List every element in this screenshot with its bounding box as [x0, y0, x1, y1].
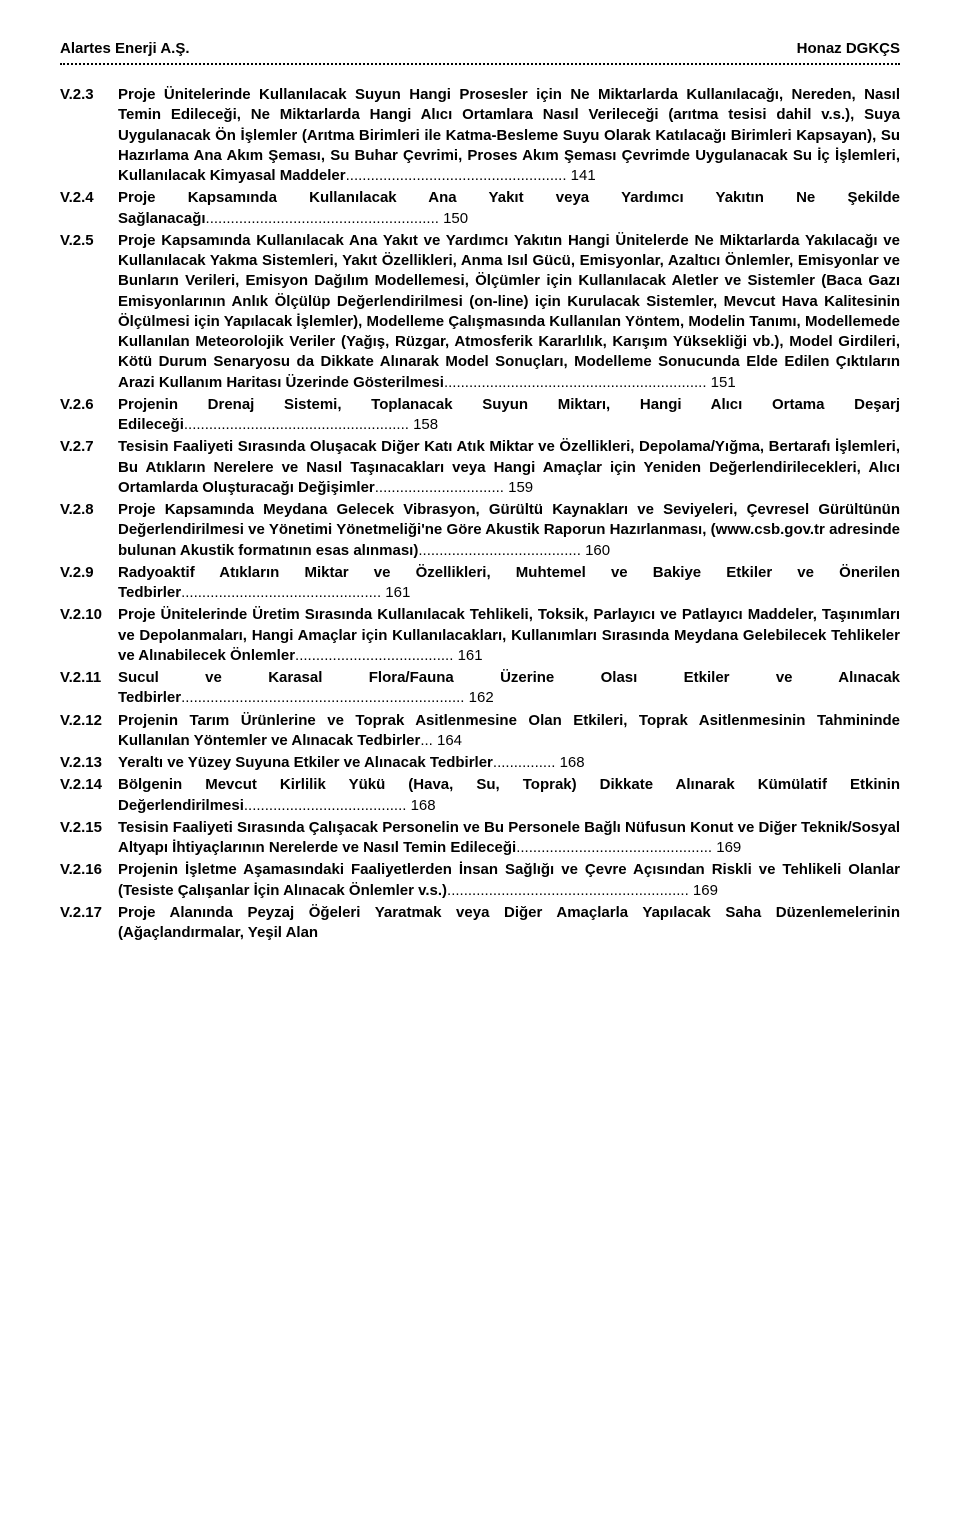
toc-entry: V.2.5Proje Kapsamında Kullanılacak Ana Y…	[60, 231, 900, 393]
toc-body: Tesisin Faaliyeti Sırasında Çalışacak Pe…	[118, 818, 900, 859]
toc-body: Proje Kapsamında Kullanılacak Ana Yakıt …	[118, 188, 900, 229]
toc-leader: ...............................	[375, 479, 508, 496]
toc-entry: V.2.10Proje Ünitelerinde Üretim Sırasınd…	[60, 605, 900, 666]
header-right: Honaz DGKÇS	[797, 40, 900, 57]
toc-leader: ........................................…	[181, 689, 469, 706]
toc-body: Proje Alanında Peyzaj Öğeleri Yaratmak v…	[118, 903, 900, 944]
toc-body: Proje Kapsamında Kullanılacak Ana Yakıt …	[118, 231, 900, 393]
toc-body: Yeraltı ve Yüzey Suyuna Etkiler ve Alına…	[118, 753, 900, 773]
toc-leader: .......................................	[418, 542, 585, 559]
toc-page: 164	[437, 732, 462, 749]
toc-body: Sucul ve Karasal Flora/Fauna Üzerine Ola…	[118, 668, 900, 709]
toc-page: 151	[711, 374, 736, 391]
toc-entry: V.2.7Tesisin Faaliyeti Sırasında Oluşaca…	[60, 437, 900, 498]
toc-number: V.2.12	[60, 711, 118, 731]
toc-body: Proje Ünitelerinde Üretim Sırasında Kull…	[118, 605, 900, 666]
toc-number: V.2.4	[60, 188, 118, 208]
toc-leader: ........................................…	[346, 167, 571, 184]
toc-entry: V.2.13Yeraltı ve Yüzey Suyuna Etkiler ve…	[60, 753, 900, 773]
header-rule	[60, 63, 900, 65]
toc-page: 162	[469, 689, 494, 706]
toc-body: Bölgenin Mevcut Kirlilik Yükü (Hava, Su,…	[118, 775, 900, 816]
toc-page: 160	[585, 542, 610, 559]
toc-title: Tesisin Faaliyeti Sırasında Çalışacak Pe…	[118, 819, 900, 856]
toc-entry: V.2.6Projenin Drenaj Sistemi, Toplanacak…	[60, 395, 900, 436]
toc-page: 169	[693, 882, 718, 899]
toc-leader: .......................................	[244, 797, 411, 814]
page-header: Alartes Enerji A.Ş. Honaz DGKÇS	[60, 40, 900, 63]
toc-leader: ........................................…	[444, 374, 711, 391]
toc-page: 168	[411, 797, 436, 814]
toc-page: 168	[560, 754, 585, 771]
toc-number: V.2.17	[60, 903, 118, 923]
toc-page: 161	[385, 584, 410, 601]
toc-leader: ........................................…	[181, 584, 385, 601]
toc-title: Proje Alanında Peyzaj Öğeleri Yaratmak v…	[118, 904, 900, 941]
toc-page: 158	[413, 416, 438, 433]
toc-number: V.2.7	[60, 437, 118, 457]
toc-number: V.2.8	[60, 500, 118, 520]
toc-body: Projenin İşletme Aşamasındaki Faaliyetle…	[118, 860, 900, 901]
toc-entry: V.2.8Proje Kapsamında Meydana Gelecek Vi…	[60, 500, 900, 561]
toc-entry: V.2.4Proje Kapsamında Kullanılacak Ana Y…	[60, 188, 900, 229]
toc-number: V.2.10	[60, 605, 118, 625]
toc-page: 169	[716, 839, 741, 856]
toc-title: Yeraltı ve Yüzey Suyuna Etkiler ve Alına…	[118, 754, 493, 771]
toc-leader: ........................................…	[206, 210, 444, 227]
toc-number: V.2.16	[60, 860, 118, 880]
toc-entry: V.2.16Projenin İşletme Aşamasındaki Faal…	[60, 860, 900, 901]
toc-entry: V.2.12Projenin Tarım Ürünlerine ve Topra…	[60, 711, 900, 752]
toc-body: Proje Ünitelerinde Kullanılacak Suyun Ha…	[118, 85, 900, 186]
toc-entry: V.2.3Proje Ünitelerinde Kullanılacak Suy…	[60, 85, 900, 186]
toc-body: Tesisin Faaliyeti Sırasında Oluşacak Diğ…	[118, 437, 900, 498]
toc-entry: V.2.14Bölgenin Mevcut Kirlilik Yükü (Hav…	[60, 775, 900, 816]
toc-page: 150	[443, 210, 468, 227]
toc-title: Bölgenin Mevcut Kirlilik Yükü (Hava, Su,…	[118, 776, 900, 813]
toc-number: V.2.11	[60, 668, 118, 688]
toc-body: Projenin Drenaj Sistemi, Toplanacak Suyu…	[118, 395, 900, 436]
toc-number: V.2.14	[60, 775, 118, 795]
table-of-contents: V.2.3Proje Ünitelerinde Kullanılacak Suy…	[60, 85, 900, 943]
toc-title: Proje Ünitelerinde Üretim Sırasında Kull…	[118, 606, 900, 664]
toc-entry: V.2.9Radyoaktif Atıkların Miktar ve Özel…	[60, 563, 900, 604]
toc-title: Proje Kapsamında Kullanılacak Ana Yakıt …	[118, 232, 900, 391]
toc-page: 141	[571, 167, 596, 184]
toc-entry: V.2.11Sucul ve Karasal Flora/Fauna Üzeri…	[60, 668, 900, 709]
toc-page: 159	[508, 479, 533, 496]
toc-leader: ......................................	[295, 647, 458, 664]
toc-number: V.2.5	[60, 231, 118, 251]
toc-body: Proje Kapsamında Meydana Gelecek Vibrasy…	[118, 500, 900, 561]
toc-entry: V.2.15Tesisin Faaliyeti Sırasında Çalışa…	[60, 818, 900, 859]
toc-number: V.2.9	[60, 563, 118, 583]
toc-title: Projenin Tarım Ürünlerine ve Toprak Asit…	[118, 712, 900, 749]
toc-number: V.2.6	[60, 395, 118, 415]
header-left: Alartes Enerji A.Ş.	[60, 40, 190, 57]
toc-leader: ........................................…	[516, 839, 716, 856]
toc-leader: ...............	[493, 754, 560, 771]
toc-body: Projenin Tarım Ürünlerine ve Toprak Asit…	[118, 711, 900, 752]
toc-leader: ........................................…	[184, 416, 413, 433]
toc-number: V.2.3	[60, 85, 118, 105]
toc-page: 161	[458, 647, 483, 664]
toc-leader: ...	[420, 732, 437, 749]
toc-number: V.2.13	[60, 753, 118, 773]
toc-number: V.2.15	[60, 818, 118, 838]
toc-body: Radyoaktif Atıkların Miktar ve Özellikle…	[118, 563, 900, 604]
toc-entry: V.2.17Proje Alanında Peyzaj Öğeleri Yara…	[60, 903, 900, 944]
toc-leader: ........................................…	[447, 882, 693, 899]
document-page: Alartes Enerji A.Ş. Honaz DGKÇS V.2.3Pro…	[0, 0, 960, 985]
